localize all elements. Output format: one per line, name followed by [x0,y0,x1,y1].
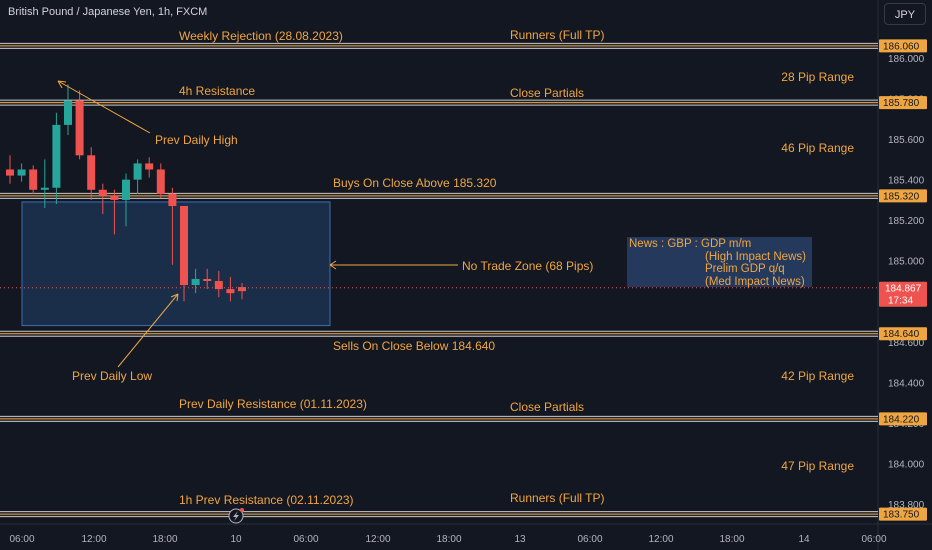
range-label: 28 Pip Range [781,70,854,84]
price-tick: 186.000 [888,54,925,65]
level-label: Sells On Close Below 184.640 [333,339,495,353]
time-tick: 12:00 [365,534,390,545]
range-label: 47 Pip Range [781,459,854,473]
price-tick: 185.200 [888,216,925,227]
level-label: 4h Resistance [179,84,255,98]
no-trade-zone-label: No Trade Zone (68 Pips) [462,259,593,273]
price-tag-label: 186.060 [883,41,920,52]
high-arrow-line [57,80,151,134]
candle-body [168,193,177,206]
level-lines [0,42,878,518]
level-target-label: Runners (Full TP) [510,28,604,42]
candle-body [98,189,107,196]
lightning-icon[interactable] [228,508,244,524]
price-tags: 186.060 185.780 185.320 184.640 184.220 183.7… [879,39,927,521]
chart-title: British Pound / Japanese Yen, 1h, FXCM [8,6,208,18]
time-tick: 18:00 [719,534,744,545]
price-tag-label: 184.220 [883,414,920,425]
time-axis[interactable]: 06:00 12:00 18:00 10 06:00 12:00 18:00 13 06:00 1… [9,534,886,545]
candle-body [110,195,119,200]
candle-body [122,179,130,200]
news-line: (High Impact News) [705,250,806,263]
price-tick: 184.400 [888,378,925,389]
price-tag-label: 183.750 [883,510,920,521]
candle-body [52,124,61,188]
news-line: (Med Impact News) [705,275,805,288]
time-tick: 06:00 [577,534,602,545]
level-target-label: Close Partials [510,400,584,414]
level-target-label: Close Partials [510,86,584,100]
candle-body [6,169,14,176]
time-tick: 13 [514,534,526,545]
candle-body [40,187,49,190]
price-tag [879,507,927,521]
candle-body [214,281,223,290]
last-price-value: 184.867 [885,284,922,295]
time-tick: 18:00 [436,534,461,545]
level-label: Prev Daily Resistance (01.11.2023) [179,397,367,411]
no-trade-zone[interactable] [21,201,331,327]
time-tick: 14 [798,534,810,545]
level-target-label: Runners (Full TP) [510,491,604,505]
candle-body [226,289,235,294]
price-tick: 184.600 [888,338,925,349]
time-tick: 06:00 [861,534,886,545]
candle-body [17,169,26,176]
candle-body [203,278,212,281]
range-label: 42 Pip Range [781,369,854,383]
price-tag [879,327,927,341]
low-arrowhead [170,293,179,302]
time-tick: 12:00 [81,534,106,545]
candle-body [191,278,200,286]
prev-daily-low-label: Prev Daily Low [72,369,152,383]
price-tick: 185.400 [888,176,925,187]
candle-body [133,163,142,180]
price-tick: 185.000 [888,257,925,268]
price-tag-label: 184.640 [883,329,920,340]
price-tick: 185.600 [888,135,925,146]
time-tick: 06:00 [9,534,34,545]
price-tag [879,39,927,53]
zone-arrowhead [329,260,337,270]
price-tick: 183.800 [888,500,925,511]
annotation-arrows [57,80,458,368]
candle-body [75,100,84,156]
range-label: 46 Pip Range [781,141,854,155]
high-arrowhead [57,80,67,89]
candle-body [238,287,246,292]
candle-body [87,155,96,190]
last-price-tag [879,281,927,307]
price-tick: 184.000 [888,459,925,470]
last-price-countdown: 17:34 [888,296,913,307]
level-label: Weekly Rejection (28.08.2023) [179,29,343,43]
level-label: 1h Prev Resistance (02.11.2023) [179,493,354,507]
candle-body [145,163,154,170]
candles [6,84,246,302]
news-box: News : GBP : GDP m/m (High Impact News) … [627,237,812,288]
time-tick: 18:00 [152,534,177,545]
price-tag [879,96,927,110]
currency-button[interactable]: JPY [884,3,926,25]
candle-body [156,169,165,194]
low-arrow-line [117,293,179,368]
candle-body [64,100,72,125]
price-tag [879,412,927,426]
level-label: Buys On Close Above 185.320 [333,176,497,190]
time-tick: 12:00 [648,534,673,545]
price-tag-label: 185.320 [883,191,920,202]
prev-daily-high-label: Prev Daily High [155,133,238,147]
time-tick: 10 [230,534,242,545]
candle-body [180,205,188,286]
price-tag [879,189,927,203]
level-labels: Weekly Rejection (28.08.2023) Runners (Fu… [72,28,854,507]
candle-body [29,169,38,190]
time-tick: 06:00 [293,534,318,545]
news-line: Prelim GDP q/q [705,263,785,275]
news-line: News : GBP : GDP m/m [629,238,752,250]
price-tag-label: 185.780 [883,98,920,109]
